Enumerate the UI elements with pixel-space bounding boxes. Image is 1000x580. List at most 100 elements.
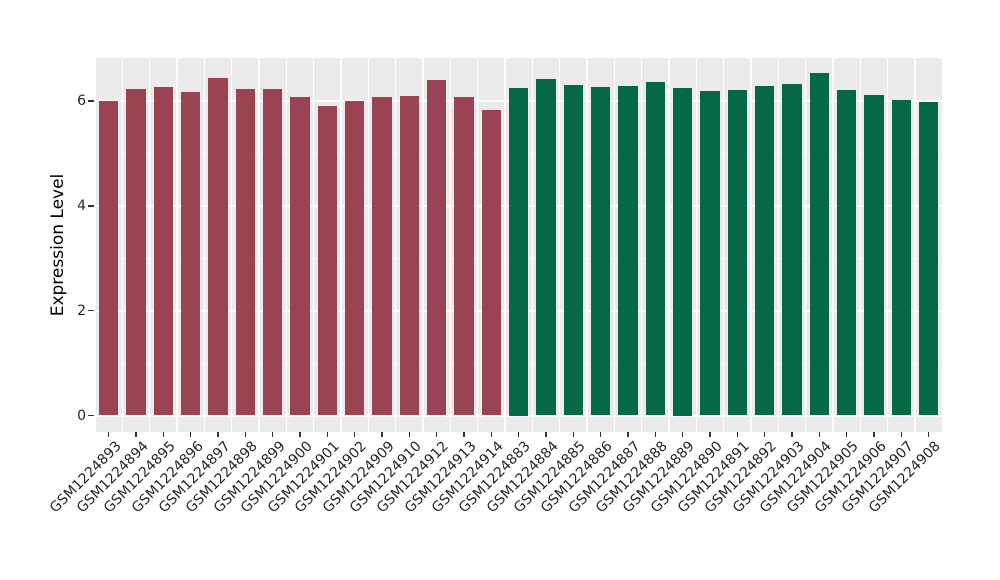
bar-GSM1224905 [836, 90, 857, 416]
bar-GSM1224898 [235, 88, 256, 416]
x-tick-mark [299, 432, 301, 437]
x-boundary-gridline [176, 58, 178, 432]
y-tick-label: 6 [77, 93, 86, 110]
x-boundary-gridline [504, 58, 506, 432]
x-tick-mark [217, 432, 219, 437]
x-boundary-gridline [148, 58, 151, 432]
bar-GSM1224907 [891, 100, 912, 416]
bar-GSM1224909 [372, 96, 392, 416]
bar-GSM1224895 [153, 86, 174, 416]
x-boundary-gridline [285, 58, 288, 432]
y-tick-label: 4 [77, 197, 86, 214]
x-tick-mark [517, 432, 520, 437]
x-boundary-gridline [941, 58, 943, 432]
x-boundary-gridline [258, 58, 260, 432]
x-boundary-gridline [886, 58, 889, 432]
x-tick-mark [271, 432, 274, 437]
x-boundary-gridline [312, 58, 315, 432]
bar-GSM1224904 [809, 73, 830, 416]
x-boundary-gridline [340, 58, 342, 432]
x-boundary-gridline [750, 58, 752, 432]
bar-GSM1224892 [754, 86, 775, 416]
bar-GSM1224913 [454, 96, 474, 416]
bar-GSM1224884 [536, 78, 556, 416]
bar-GSM1224914 [481, 110, 502, 416]
bar-GSM1224886 [590, 86, 611, 416]
bar-GSM1224894 [126, 88, 146, 416]
x-boundary-gridline [558, 58, 561, 432]
x-tick-mark [627, 432, 629, 437]
x-boundary-gridline [804, 58, 807, 432]
x-tick-mark [545, 432, 547, 437]
x-boundary-gridline [777, 58, 780, 432]
bar-GSM1224890 [700, 91, 720, 416]
x-tick-mark [463, 432, 465, 437]
y-tick-mark [88, 414, 94, 417]
x-boundary-gridline [722, 58, 725, 432]
x-boundary-gridline [586, 58, 588, 432]
x-boundary-gridline [449, 58, 452, 432]
x-boundary-gridline [367, 58, 370, 432]
x-boundary-gridline [94, 58, 96, 432]
x-tick-mark [900, 432, 903, 437]
x-tick-mark [244, 432, 247, 437]
bar-GSM1224900 [290, 97, 310, 416]
bar-GSM1224891 [727, 90, 748, 416]
x-boundary-gridline [914, 58, 916, 432]
x-tick-mark [763, 432, 766, 437]
x-tick-mark [818, 432, 821, 437]
bar-GSM1224893 [98, 100, 119, 416]
x-tick-mark [353, 432, 356, 437]
bar-GSM1224903 [782, 84, 802, 416]
y-tick-mark [88, 309, 94, 312]
x-boundary-gridline [640, 58, 643, 432]
x-boundary-gridline [422, 58, 424, 432]
bar-GSM1224910 [399, 95, 420, 416]
x-boundary-gridline [531, 58, 534, 432]
x-tick-mark [490, 432, 493, 437]
plot-panel [94, 58, 943, 432]
y-tick-label: 2 [77, 302, 86, 319]
x-tick-mark [709, 432, 711, 437]
bar-GSM1224901 [317, 106, 338, 416]
x-tick-mark [435, 432, 438, 437]
x-tick-mark [681, 432, 684, 437]
x-boundary-gridline [121, 58, 124, 432]
bar-GSM1224902 [344, 101, 365, 416]
x-tick-mark [873, 432, 875, 437]
x-boundary-gridline [230, 58, 233, 432]
bar-GSM1224899 [262, 89, 283, 416]
x-tick-mark [927, 432, 930, 437]
x-boundary-gridline [476, 58, 479, 432]
y-axis-title: Expression Level [48, 173, 68, 317]
bar-GSM1224906 [864, 94, 884, 416]
y-tick-label: 0 [77, 407, 86, 424]
x-boundary-gridline [203, 58, 206, 432]
x-tick-mark [135, 432, 137, 437]
x-tick-mark [599, 432, 602, 437]
x-tick-mark [791, 432, 793, 437]
x-tick-mark [189, 432, 192, 437]
x-tick-mark [162, 432, 165, 437]
y-major-gridline [94, 414, 943, 417]
bar-GSM1224885 [563, 84, 584, 416]
x-tick-mark [107, 432, 110, 437]
bar-GSM1224889 [672, 88, 693, 416]
bar-GSM1224883 [508, 88, 529, 416]
bar-GSM1224888 [645, 82, 666, 416]
x-boundary-gridline [832, 58, 834, 432]
bar-GSM1224908 [918, 101, 939, 416]
bar-GSM1224896 [180, 91, 201, 416]
x-tick-mark [381, 432, 383, 437]
x-boundary-gridline [668, 58, 670, 432]
x-tick-mark [408, 432, 411, 437]
x-boundary-gridline [859, 58, 862, 432]
y-tick-mark [88, 205, 94, 207]
bar-GSM1224897 [208, 78, 228, 416]
y-tick-mark [88, 100, 94, 102]
x-tick-mark [572, 432, 575, 437]
x-boundary-gridline [613, 58, 616, 432]
x-tick-mark [736, 432, 739, 437]
bar-GSM1224912 [426, 80, 447, 416]
